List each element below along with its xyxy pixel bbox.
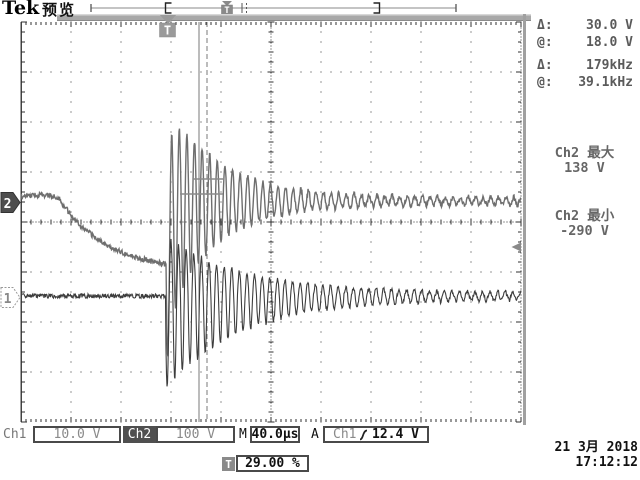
graticule [20,21,522,423]
main-timebase-label: M [239,427,247,442]
ch1-trace [20,238,522,387]
measurement-ch2-max: Ch2 最大 138 V [531,146,638,176]
horizontal-trigger-icon: T [222,457,235,471]
cursor-delta-v: 30.0 V [586,18,633,33]
delta-icon: Δ: [537,18,553,33]
ch2-label-inverted: Ch2 [123,426,156,443]
cursor-delta-v-row: Δ: 30.0 V [531,17,638,34]
trigger-source: Ch1 [333,427,357,442]
trigger-position-icon: T [164,24,171,38]
at-icon: @: [537,75,553,90]
cursor-delta-f: 179kHz [586,58,633,73]
measurement-value: -290 V [560,223,609,239]
ch1-position-marker: 1 [0,287,21,308]
record-trigger-icon: T [224,6,230,16]
rising-edge-icon [359,429,367,440]
ch2-marker-label: 2 [4,197,12,212]
waveform-traces [20,128,522,387]
ch2-scale-readout: 100 V [156,426,235,443]
acquisition-mode-label: 预览 [42,1,77,19]
datetime: 21 3月 2018 17:12:12 [520,440,640,470]
ch1-label: Ch1 [3,427,27,442]
timebase-readout: 40.0µs [250,426,300,443]
cursor-intersect-markers [180,178,223,195]
measurement-value: 138 V [564,160,605,176]
delta-icon: Δ: [537,58,553,73]
window-bracket-right [373,2,381,14]
acquisition-label: A [311,427,319,442]
cursor-at-v: 18.0 V [586,35,633,50]
cursor-at-f: 39.1kHz [578,75,633,90]
measurement-ch2-min: Ch2 最小 -290 V [531,209,638,239]
window-bracket-left [164,2,172,14]
ch2-trace [20,128,522,357]
measurement-label: Ch2 最大 [554,145,615,161]
cursor-readout: Δ: 30.0 V @: 18.0 V Δ: 179kHz @: 39.1kHz [531,17,638,91]
trigger-level: 12.4 V [372,427,419,442]
record-trigger-marker: T [221,1,233,16]
cursor-at-v-row: @: 18.0 V [531,34,638,51]
ch2-position-marker: 2 [0,192,21,213]
trigger-level-arrow-icon [511,242,521,252]
ch1-scale-readout: 10.0 V [33,426,121,443]
tek-logo: Tek [2,0,40,19]
date: 21 3月 2018 [554,440,638,455]
time: 17:12:12 [575,454,638,470]
record-view-bar: T [90,1,457,16]
ch1-marker-label: 1 [4,292,12,307]
cursor-delta-f-row: Δ: 179kHz [531,57,638,74]
measurement-label: Ch2 最小 [554,208,615,224]
trigger-position-marker: T [159,15,176,38]
display-frame [57,14,531,425]
at-icon: @: [537,35,553,50]
trigger-readout: Ch1 12.4 V [323,426,429,443]
cursor-at-f-row: @: 39.1kHz [531,74,638,91]
trigger-position-readout: 29.00 % [236,455,309,472]
